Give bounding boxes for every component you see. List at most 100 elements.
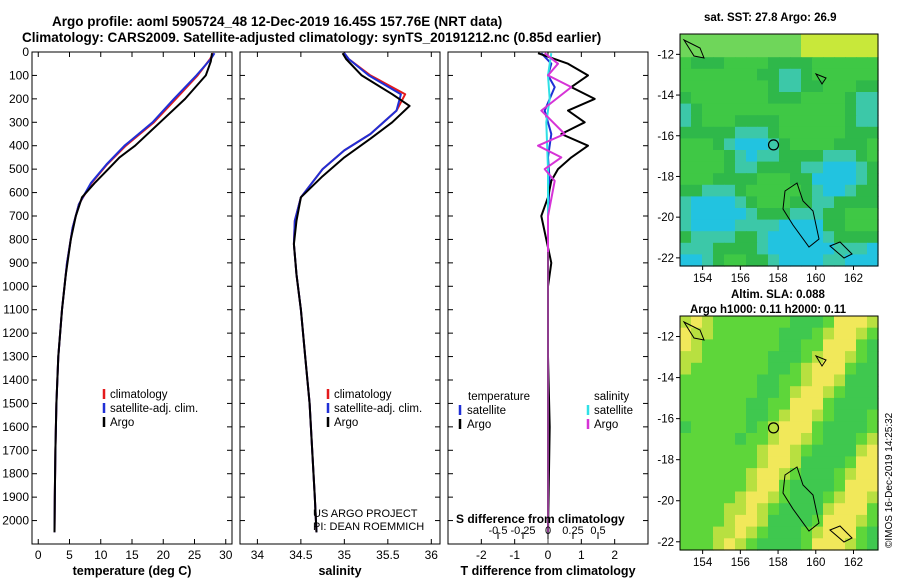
sla-map-cell <box>691 526 703 539</box>
sla-map-cell <box>735 479 747 493</box>
sla-map-cell <box>823 468 835 481</box>
sla-map-cell <box>801 491 813 504</box>
sst-map-cell <box>746 173 758 186</box>
sla-map-cell <box>834 327 846 340</box>
sst-map-cell <box>724 34 736 47</box>
sla-map-cell <box>779 351 791 364</box>
sst-map-cell <box>790 254 802 267</box>
sla-map-cell <box>779 538 791 551</box>
sla-map-cell <box>867 491 879 504</box>
sla-map-cell <box>845 491 857 504</box>
sst-map-cell <box>713 254 725 267</box>
sst-map-cell <box>691 184 703 197</box>
sst-map-cell <box>757 80 769 93</box>
sst-map-cell <box>691 196 703 209</box>
sst-map-cell <box>768 196 780 209</box>
sla-map-cell <box>691 386 703 399</box>
sst-map-cell <box>680 115 692 128</box>
sla-map-cell <box>812 316 824 329</box>
sst-map-cell <box>746 161 758 174</box>
sla-map-cell <box>812 386 824 399</box>
sla-map-cell <box>867 374 879 387</box>
x-tick-label-temperature: 25 <box>188 548 202 562</box>
sst-map-cell <box>834 150 846 163</box>
sla-map-cell <box>823 339 835 352</box>
sst-map-cell <box>812 34 824 47</box>
sla-map-cell <box>691 444 703 457</box>
sla-map-cell <box>856 421 868 434</box>
sst-map-cell <box>724 231 736 244</box>
sst-map-cell <box>768 208 780 221</box>
sla-map-cell <box>867 444 879 457</box>
sla-map-cell <box>856 468 868 481</box>
sst-map-cell <box>779 80 791 93</box>
sla-map-cell <box>834 479 846 493</box>
sla-map-cell <box>768 526 780 539</box>
sla-map-cell <box>801 538 813 551</box>
sst-map-cell <box>823 208 835 221</box>
header-line-2: Climatology: CARS2009. Satellite-adjuste… <box>22 30 602 45</box>
sla-map-cell <box>746 386 758 399</box>
sst-map-cell <box>834 126 846 139</box>
sst-map-cell <box>691 115 703 128</box>
sst-map-cell <box>867 68 879 81</box>
sla-map-cell <box>834 351 846 364</box>
sla-map-cell <box>856 316 868 329</box>
sla-map-cell <box>867 362 879 376</box>
sla-map-cell <box>757 316 769 329</box>
sst-map-cell <box>746 103 758 116</box>
sst-map-cell <box>746 208 758 221</box>
legend-label-temperature: Argo <box>110 417 134 429</box>
sst-map-cell <box>812 80 824 93</box>
sla-map-cell <box>801 503 813 516</box>
series-line-salinity-satellite-adj-clim- <box>292 52 402 533</box>
sla-map-cell <box>867 526 879 539</box>
sst-map-cell <box>812 196 824 209</box>
sla-map-cell <box>867 503 879 516</box>
sst-map-cell <box>746 57 758 70</box>
sst-map-cell <box>834 254 846 267</box>
sla-map-cell <box>702 503 714 516</box>
sla-map-cell <box>768 316 780 329</box>
x-tick-label-temperature: 30 <box>219 548 233 562</box>
plot-frame-salinity <box>239 51 441 545</box>
sst-map-cell <box>757 115 769 128</box>
sla-map-cell <box>845 514 857 528</box>
y-tick-label: 1900 <box>2 490 29 504</box>
sst-map-cell <box>845 57 857 70</box>
sst-map-cell <box>702 138 714 151</box>
sst-map-cell <box>801 92 813 105</box>
lat-tick-label: -22 <box>657 537 674 549</box>
sst-map-cell <box>801 219 813 232</box>
lon-tick-label: 160 <box>806 273 825 285</box>
sst-map-cell <box>856 126 868 139</box>
sla-map-cell <box>724 386 736 399</box>
sst-map-cell <box>812 161 824 174</box>
sst-map-cell <box>757 126 769 139</box>
sla-map-cell <box>713 468 725 481</box>
sst-map-cell <box>735 196 747 209</box>
sla-map-cell <box>713 362 725 376</box>
sla-map-cell <box>768 538 780 551</box>
sst-map-cell <box>735 254 747 267</box>
sst-map-cell <box>680 242 692 255</box>
sla-map-cell <box>702 491 714 504</box>
sla-map-cell <box>812 362 824 376</box>
sst-map-cell <box>702 242 714 255</box>
sla-map-cell <box>702 433 714 446</box>
sla-map-cell <box>834 468 846 481</box>
sst-map-cell <box>757 196 769 209</box>
sst-map-cell <box>702 173 714 186</box>
sst-map-cell <box>867 45 879 58</box>
sst-map-cell <box>823 196 835 209</box>
sst-map-cell <box>834 57 846 70</box>
sla-map-cell <box>724 351 736 364</box>
sla-map-cell <box>779 503 791 516</box>
sst-map-cell <box>801 173 813 186</box>
y-tick-label: 600 <box>9 186 29 200</box>
sla-map-cell <box>867 386 879 399</box>
series-line-temperature-satellite-adj-clim- <box>53 52 216 533</box>
sst-map-cell <box>691 80 703 93</box>
sla-map-cell <box>845 351 857 364</box>
sla-map-cell <box>834 491 846 504</box>
